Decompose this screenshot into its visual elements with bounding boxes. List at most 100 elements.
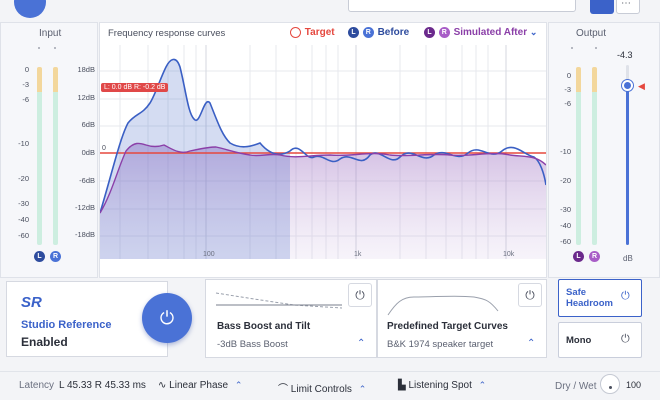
legend-after-label: Simulated After — [453, 27, 528, 39]
output-channel-r: R — [589, 251, 600, 262]
input-tick: 0 — [24, 65, 29, 74]
output-gain-value: -4.3 — [617, 50, 633, 60]
target-curves-card[interactable]: ⏻ Predefined Target Curves B&K 1974 spea… — [377, 279, 547, 358]
target-marker-icon: ◀ — [638, 81, 645, 91]
chevron-up-icon: ⌃ — [358, 384, 367, 394]
bass-title: Bass Boost and Tilt — [217, 321, 311, 332]
freq-tick: 1k — [354, 251, 362, 258]
input-label: Input — [39, 28, 62, 39]
chevron-up-icon: ⌃ — [234, 380, 243, 390]
options-icon: ⋯ — [621, 0, 631, 9]
limit-icon: ⌒ — [278, 384, 288, 395]
frequency-graph-svg — [100, 45, 546, 259]
chevron-down-icon: ⌄ — [529, 27, 538, 38]
studio-name: Studio Reference — [21, 319, 112, 331]
input-tick: -30 — [18, 199, 29, 208]
input-tick: -40 — [18, 215, 29, 224]
chevron-up-icon[interactable]: ⌃ — [357, 338, 366, 349]
output-tick: -6 — [564, 99, 571, 108]
right-channel-icon: R — [438, 27, 450, 38]
preset-field[interactable] — [348, 0, 576, 12]
power-icon: ⏻ — [621, 333, 630, 345]
output-gain-slider-handle[interactable] — [622, 80, 633, 91]
sr-logo: SR — [21, 294, 42, 311]
limit-controls-control[interactable]: ⌒ Limit Controls ⌃ — [278, 380, 366, 395]
output-meter-panel: Output -4.3 0 -3 -6 -10 -20 -30 -40 -60 … — [548, 22, 660, 278]
latency-value: L 45.33 R 45.33 ms — [59, 380, 146, 391]
top-action-button[interactable] — [590, 0, 614, 14]
left-channel-icon: L — [348, 27, 359, 38]
app-logo — [14, 0, 46, 18]
chevron-up-icon: ⌃ — [478, 380, 487, 390]
input-tick: -10 — [18, 139, 29, 148]
input-channel-r: R — [50, 251, 61, 262]
graph-db-tick: 12dB — [77, 93, 95, 102]
frequency-graph[interactable]: Frequency response curves Target L R Bef… — [99, 22, 547, 278]
linear-phase-label: Linear Phase — [169, 380, 229, 391]
output-tick: 0 — [566, 71, 571, 80]
output-meter-left — [576, 67, 581, 245]
top-options-button[interactable]: ⋯ — [616, 0, 640, 14]
latency-label: Latency — [19, 380, 55, 391]
input-tick: -20 — [18, 174, 29, 183]
input-channel-l: L — [34, 251, 45, 262]
output-tick: -60 — [560, 237, 571, 246]
listening-spot-control[interactable]: ▙ Listening Spot ⌃ — [398, 380, 486, 391]
legend-before[interactable]: L R Before — [348, 27, 409, 38]
power-icon: ⏻ — [621, 290, 630, 302]
target-curves-value: B&K 1974 speaker target — [387, 339, 494, 350]
legend-target[interactable]: Target — [290, 27, 335, 38]
legend-before-label: Before — [377, 27, 410, 39]
input-tick: -60 — [18, 231, 29, 240]
output-meter-right — [592, 67, 597, 245]
right-channel-icon: R — [362, 27, 374, 38]
output-label: Output — [576, 28, 607, 39]
output-gain-slider-fill — [626, 85, 629, 245]
graph-db-tick: 6dB — [81, 120, 95, 129]
mono-toggle[interactable]: Mono ⏻ — [558, 322, 642, 358]
output-tick: -20 — [560, 176, 571, 185]
legend-after[interactable]: L R Simulated After ⌄ — [424, 27, 537, 38]
freq-tick: 10k — [503, 251, 515, 258]
before-curve — [100, 58, 546, 214]
dry-wet-label: Dry / Wet — [555, 381, 597, 392]
output-tick: -30 — [560, 205, 571, 214]
output-unit: dB — [623, 254, 633, 263]
studio-reference-card: SR Studio Reference Enabled — [6, 281, 168, 357]
input-tick: -3 — [22, 80, 29, 89]
level-tag: L: 0.0 dB R: -0.2 dB — [101, 83, 169, 92]
power-button[interactable]: ⏻ — [142, 293, 192, 343]
bass-boost-card[interactable]: ⏻ Bass Boost and Tilt -3dB Bass Boost ⌃ — [205, 279, 377, 358]
graph-db-tick: -18dB — [74, 230, 95, 239]
target-curve-thumbnail — [387, 295, 499, 316]
graph-db-tick: 18dB — [77, 65, 95, 74]
bottom-bar — [0, 371, 660, 400]
limit-controls-label: Limit Controls — [290, 384, 352, 395]
input-tick: -6 — [22, 95, 29, 104]
simulated-after-fill — [100, 143, 546, 259]
input-meter-panel: Input 0 -3 -6 -10 -20 -30 -40 -60 L R 18… — [0, 22, 98, 278]
freq-tick: 100 — [203, 251, 215, 258]
chevron-up-icon[interactable]: ⌃ — [527, 338, 536, 349]
bass-curve-thumbnail — [215, 292, 343, 309]
safe-headroom-label: Safe Headroom — [566, 287, 613, 309]
graph-db-tick: 0dB — [81, 148, 95, 157]
output-tick: -3 — [564, 85, 571, 94]
linear-phase-control[interactable]: ∿ Linear Phase ⌃ — [158, 380, 242, 391]
before-fill — [100, 59, 290, 259]
studio-status: Enabled — [21, 335, 68, 349]
bass-power-button[interactable]: ⏻ — [348, 283, 372, 307]
output-tick: -10 — [560, 147, 571, 156]
linear-phase-icon: ∿ — [158, 380, 167, 391]
output-tick: -40 — [560, 221, 571, 230]
dry-wet-value: 100 — [626, 380, 642, 390]
safe-headroom-toggle[interactable]: Safe Headroom ⏻ — [558, 279, 642, 317]
target-power-button[interactable]: ⏻ — [518, 283, 542, 307]
power-icon: ⏻ — [159, 308, 175, 328]
zero-label: 0 — [102, 145, 106, 152]
target-curves-title: Predefined Target Curves — [387, 321, 508, 332]
input-meter-right — [53, 67, 58, 245]
top-bar: ⋯ — [0, 0, 660, 20]
left-channel-icon: L — [424, 27, 435, 38]
dry-wet-knob[interactable] — [600, 374, 620, 394]
